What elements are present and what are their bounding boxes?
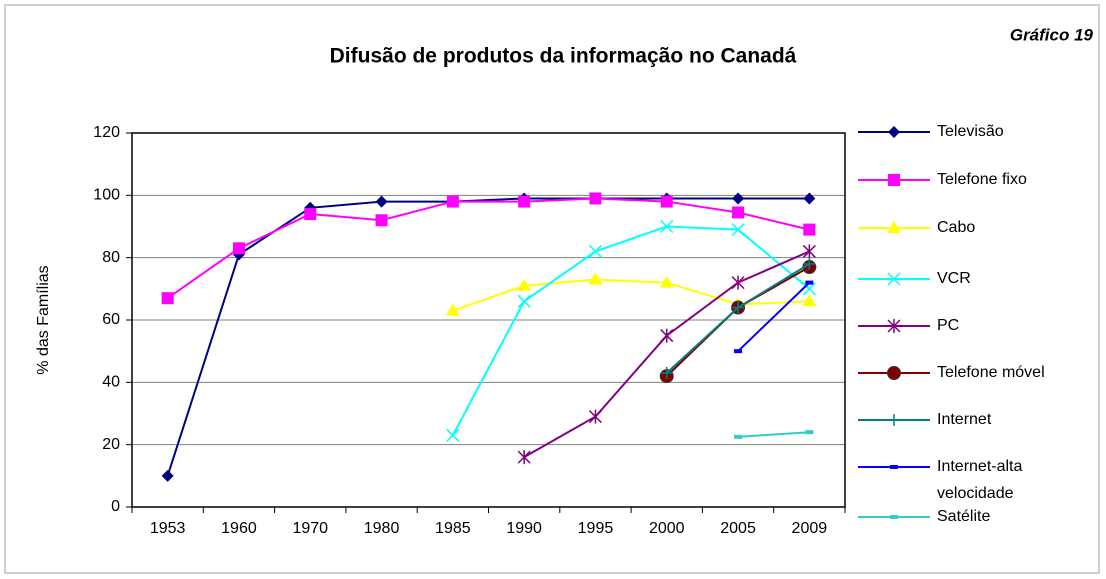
marker bbox=[805, 280, 814, 285]
x-tick-label: 1960 bbox=[221, 520, 257, 537]
y-tick-label: 0 bbox=[111, 498, 120, 515]
legend-label: Internet-alta velocidade bbox=[937, 458, 1023, 502]
marker bbox=[660, 328, 674, 343]
x-tick-label: 1985 bbox=[435, 520, 471, 537]
x-tick-label: 1980 bbox=[364, 520, 400, 537]
legend-label: Satélite bbox=[937, 508, 991, 525]
legend-label: Televisão bbox=[937, 123, 1004, 140]
marker bbox=[731, 223, 745, 237]
x-tick-label: 2005 bbox=[720, 520, 756, 537]
marker bbox=[888, 126, 900, 138]
x-tick-label: 1953 bbox=[150, 520, 186, 537]
series-line bbox=[452, 278, 810, 312]
marker bbox=[589, 192, 602, 205]
marker bbox=[890, 465, 898, 469]
marker bbox=[887, 319, 901, 333]
marker bbox=[446, 195, 459, 208]
marker bbox=[803, 257, 816, 270]
marker bbox=[805, 430, 814, 435]
marker bbox=[731, 275, 745, 290]
marker bbox=[232, 242, 245, 255]
marker bbox=[588, 244, 602, 258]
marker bbox=[802, 244, 816, 259]
x-tick-label: 1990 bbox=[506, 520, 542, 537]
marker bbox=[518, 195, 531, 208]
marker bbox=[802, 294, 817, 307]
legend-label: PC bbox=[937, 317, 960, 334]
marker bbox=[802, 282, 816, 296]
legend-label: Telefone fixo bbox=[937, 171, 1027, 188]
marker bbox=[375, 214, 388, 227]
marker bbox=[887, 272, 901, 286]
marker bbox=[517, 294, 531, 308]
marker bbox=[588, 272, 603, 285]
series-line bbox=[167, 197, 810, 300]
marker bbox=[517, 450, 531, 465]
legend-label: VCR bbox=[937, 270, 971, 287]
legend-label: Telefone móvel bbox=[937, 364, 1045, 381]
marker bbox=[734, 434, 743, 439]
marker bbox=[887, 221, 901, 233]
marker bbox=[375, 195, 388, 208]
marker bbox=[803, 223, 816, 236]
marker bbox=[445, 303, 460, 316]
marker bbox=[446, 428, 460, 442]
marker bbox=[732, 301, 745, 314]
y-tick-label: 60 bbox=[102, 311, 120, 328]
marker bbox=[588, 409, 602, 424]
marker bbox=[734, 349, 743, 354]
marker bbox=[161, 292, 174, 305]
series-line bbox=[737, 281, 811, 352]
x-tick-label: 1995 bbox=[578, 520, 614, 537]
marker bbox=[887, 366, 901, 380]
marker bbox=[890, 515, 898, 519]
series-line bbox=[737, 431, 810, 438]
y-tick-label: 40 bbox=[102, 374, 120, 391]
marker bbox=[888, 414, 900, 426]
series-line bbox=[451, 225, 810, 436]
marker bbox=[161, 469, 174, 482]
legend-label: Internet bbox=[937, 411, 992, 428]
annotation: Gráfico 19 bbox=[1010, 25, 1094, 44]
marker bbox=[888, 174, 900, 186]
marker bbox=[803, 192, 816, 205]
x-tick-label: 2000 bbox=[649, 520, 685, 537]
marker bbox=[660, 195, 673, 208]
y-tick-label: 20 bbox=[102, 436, 120, 453]
y-tick-label: 80 bbox=[102, 249, 120, 266]
frame bbox=[4, 4, 1100, 574]
marker bbox=[517, 278, 532, 291]
x-tick-label: 2009 bbox=[792, 520, 828, 537]
marker bbox=[660, 219, 674, 234]
y-tick-label: 100 bbox=[93, 187, 120, 204]
x-tick-label: 1970 bbox=[292, 520, 328, 537]
series-line bbox=[166, 197, 810, 477]
legend-label: Cabo bbox=[937, 219, 976, 236]
marker bbox=[304, 208, 317, 221]
marker bbox=[732, 206, 745, 219]
marker bbox=[659, 275, 674, 288]
marker bbox=[732, 192, 745, 205]
chart-title: Difusão de produtos da informação no Can… bbox=[330, 45, 797, 68]
marker bbox=[660, 366, 673, 379]
y-tick-label: 120 bbox=[93, 124, 120, 141]
y-axis-label: % das Famílias bbox=[35, 265, 52, 374]
